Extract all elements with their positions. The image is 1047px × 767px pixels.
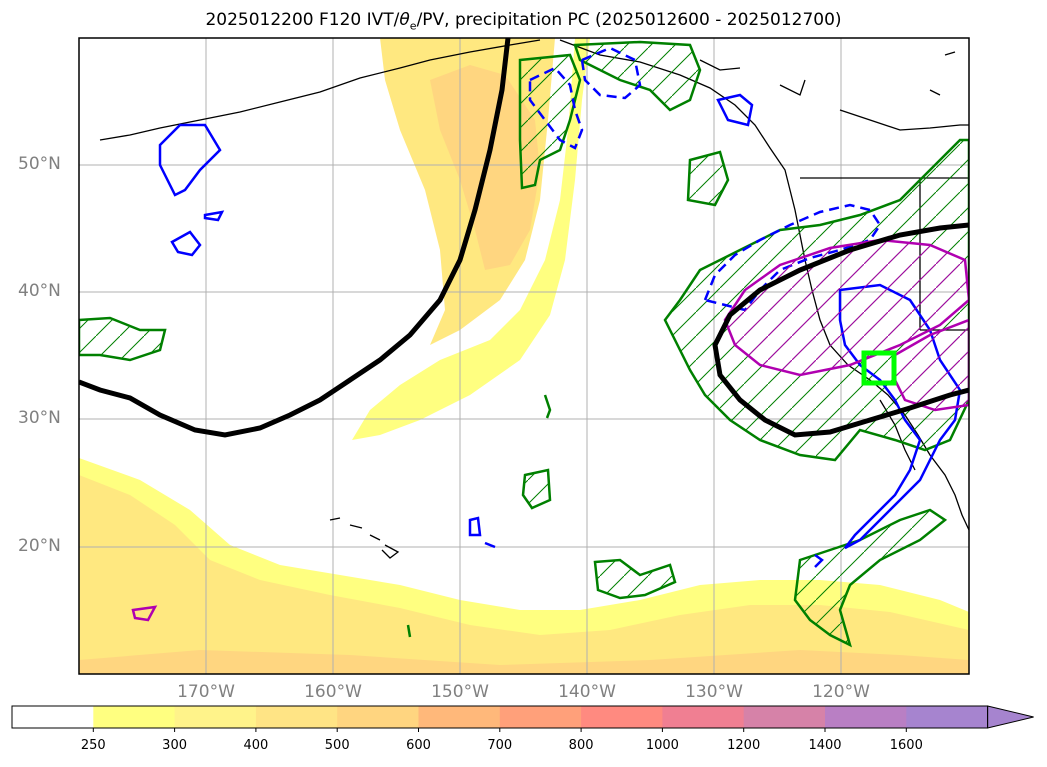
lat-label-50n: 50°N xyxy=(18,154,61,174)
colorbar-segment xyxy=(581,706,663,728)
lon-label-160w: 160°W xyxy=(304,682,362,702)
map-title: 2025012200 F120 IVT/θe/PV, precipitation… xyxy=(205,10,842,33)
colorbar-segment xyxy=(825,706,907,728)
colorbar-tick-label: 1200 xyxy=(727,738,761,753)
lon-label-150w: 150°W xyxy=(431,682,489,702)
lat-label-20n: 20°N xyxy=(18,536,61,556)
colorbar-tick-label: 250 xyxy=(80,738,106,753)
theta-e-contour xyxy=(79,38,969,438)
map-plot xyxy=(78,37,970,675)
colorbar-tick-label: 800 xyxy=(568,738,594,753)
colorbar-segment xyxy=(337,706,419,728)
colorbar-tick-label: 1400 xyxy=(808,738,842,753)
colorbar-extend-arrow xyxy=(987,705,1034,729)
colorbar xyxy=(11,705,1034,732)
colorbar-segment xyxy=(174,706,257,728)
colorbar-segment xyxy=(418,706,501,728)
map-frame xyxy=(78,37,970,675)
highlight-box xyxy=(861,350,897,386)
ivt-band-south-core xyxy=(79,650,969,674)
ivt-band-south-mid xyxy=(79,475,969,674)
lon-label-120w: 120°W xyxy=(812,682,870,702)
lat-label-30n: 30°N xyxy=(18,408,61,428)
lon-label-170w: 170°W xyxy=(177,682,235,702)
colorbar-segment xyxy=(255,706,338,728)
colorbar-tick-label: 700 xyxy=(487,738,513,753)
colorbar-segment xyxy=(12,706,94,728)
colorbar-segment xyxy=(93,706,176,728)
colorbar-tick-label: 1000 xyxy=(645,738,679,753)
colorbar-segment xyxy=(499,706,582,728)
colorbar-segment xyxy=(906,706,989,728)
colorbar-tick-label: 1600 xyxy=(889,738,923,753)
colorbar-tick-label: 500 xyxy=(324,738,350,753)
magenta-contours xyxy=(131,238,969,622)
colorbar-segment xyxy=(662,706,745,728)
colorbar-segment xyxy=(743,706,826,728)
colorbar-tick-label: 600 xyxy=(406,738,431,753)
lon-label-140w: 140°W xyxy=(558,682,616,702)
colorbar-tick-label: 300 xyxy=(162,738,188,753)
colorbar-tick-label: 400 xyxy=(243,738,269,753)
ivt-plume-north xyxy=(352,38,590,440)
lat-label-40n: 40°N xyxy=(18,281,61,301)
lon-label-130w: 130°W xyxy=(685,682,743,702)
